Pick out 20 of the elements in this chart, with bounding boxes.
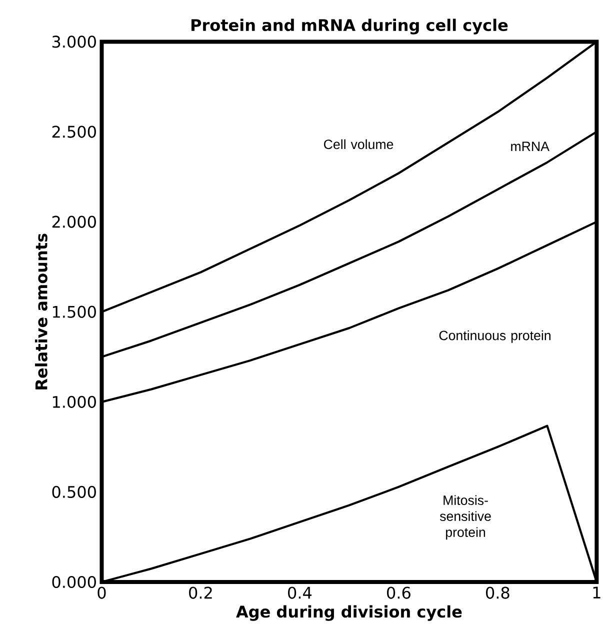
- y-tick-label: 2.000: [52, 216, 96, 228]
- series-label: Mitosis-sensitive protein: [440, 495, 491, 540]
- chart-title: Protein and mRNA during cell cycle: [191, 18, 508, 34]
- x-axis-title: Age during division cycle: [236, 605, 462, 621]
- x-tick-label: 0: [98, 586, 106, 599]
- x-tick-label: 0.8: [486, 586, 510, 599]
- x-tick-label: 1: [593, 586, 600, 598]
- series-label: Cell volume: [324, 139, 394, 150]
- y-tick-label: 2.500: [52, 126, 96, 138]
- y-tick-label: 0.000: [52, 576, 96, 588]
- x-tick-label: 0.4: [288, 586, 312, 599]
- y-axis-title: Relative amounts: [35, 234, 48, 390]
- y-tick-label: 1.000: [52, 396, 96, 408]
- y-tick-label: 0.500: [52, 486, 96, 498]
- y-tick-label: 1.500: [52, 306, 96, 318]
- series-label: mRNA: [511, 142, 550, 151]
- text: Continuous protein: [439, 330, 550, 343]
- x-tick-label: 0.6: [387, 586, 410, 599]
- y-tick-label: 3.000: [52, 36, 96, 48]
- x-tick-label: 0.2: [189, 586, 212, 599]
